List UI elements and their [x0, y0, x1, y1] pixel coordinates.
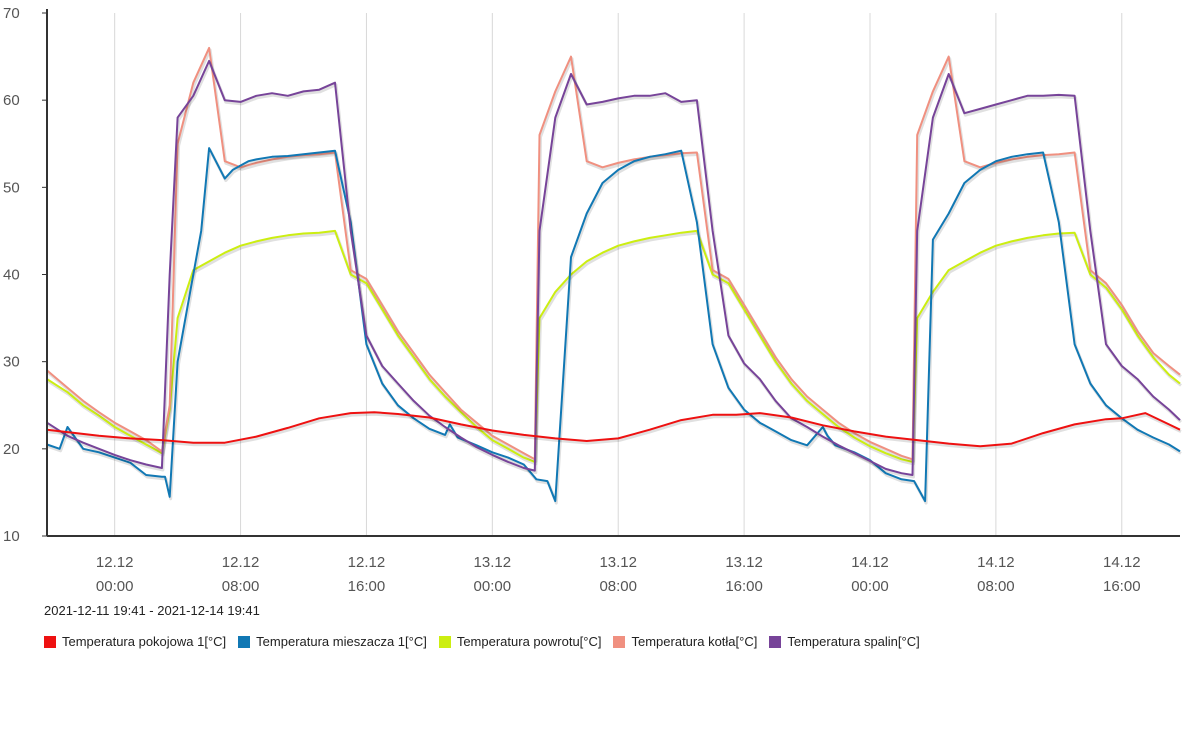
series-line — [46, 411, 1181, 448]
x-tick-time: 08:00 — [599, 578, 637, 595]
legend-label: Temperatura spalin[°C] — [787, 634, 920, 649]
x-tick-date: 13.12 — [725, 554, 763, 571]
legend-swatch — [238, 635, 251, 648]
legend-item-mixer-temp[interactable]: Temperatura mieszacza 1[°C] — [238, 634, 427, 649]
series-line — [46, 46, 1181, 461]
y-tick-label: 30 — [3, 354, 20, 371]
legend-swatch — [44, 635, 56, 648]
legend-label: Temperatura pokojowa 1[°C] — [62, 634, 227, 649]
x-tick-date: 12.12 — [96, 554, 134, 571]
x-tick-date: 14.12 — [1103, 554, 1141, 571]
x-tick-date: 12.12 — [222, 554, 260, 571]
x-tick-time: 16:00 — [1103, 578, 1141, 595]
x-tick-time: 16:00 — [725, 578, 763, 595]
date-range-label: 2021-12-11 19:41 - 2021-12-14 19:41 — [44, 603, 260, 618]
series-shadow — [47, 412, 1182, 450]
x-tick-time: 00:00 — [96, 578, 134, 595]
x-tick-time: 08:00 — [222, 578, 260, 595]
legend-item-return-temp[interactable]: Temperatura powrotu[°C] — [438, 634, 602, 649]
x-tick-date: 14.12 — [851, 554, 889, 571]
x-axis-ticks: 12.12 00:00 12.12 08:00 12.12 16:00 13.12 00:00… — [96, 554, 1141, 595]
legend-swatch — [613, 635, 626, 648]
x-tick-time: 00:00 — [851, 578, 889, 595]
legend-item-room-temp[interactable]: Temperatura pokojowa 1[°C] — [44, 634, 226, 649]
legend-label: Temperatura mieszacza 1[°C] — [256, 634, 427, 649]
x-tick-time: 00:00 — [474, 578, 512, 595]
y-tick-label: 20 — [3, 441, 20, 458]
y-tick-label: 50 — [3, 179, 20, 196]
x-tick-date: 13.12 — [474, 554, 512, 571]
legend-swatch — [769, 635, 782, 648]
x-tick-time: 16:00 — [348, 578, 386, 595]
x-tick-date: 12.12 — [348, 554, 386, 571]
legend-swatch — [438, 635, 451, 648]
series-shadow — [47, 148, 1182, 505]
legend-item-flue-temp[interactable]: Temperatura spalin[°C] — [769, 634, 920, 649]
y-tick-label: 10 — [3, 528, 20, 545]
x-tick-date: 13.12 — [599, 554, 637, 571]
legend: Temperatura pokojowa 1[°C] Temperatura m… — [44, 634, 932, 649]
series-line — [46, 59, 1181, 476]
series-lines — [46, 46, 1183, 505]
series-line — [46, 147, 1181, 503]
legend-item-boiler-temp[interactable]: Temperatura kotła[°C] — [613, 634, 757, 649]
series-shadow — [47, 231, 1182, 466]
x-tick-date: 14.12 — [977, 554, 1015, 571]
series-shadow — [47, 61, 1183, 479]
x-tick-time: 08:00 — [977, 578, 1015, 595]
y-tick-label: 40 — [3, 267, 20, 284]
series-shadow — [47, 48, 1182, 463]
legend-label: Temperatura powrotu[°C] — [456, 634, 602, 649]
series-line — [46, 229, 1181, 463]
y-axis-ticks: 10 20 30 40 50 60 70 — [3, 5, 47, 545]
gridlines — [114, 13, 1123, 536]
y-tick-label: 70 — [3, 5, 20, 22]
legend-label: Temperatura kotła[°C] — [631, 634, 758, 649]
y-tick-label: 60 — [3, 92, 20, 109]
